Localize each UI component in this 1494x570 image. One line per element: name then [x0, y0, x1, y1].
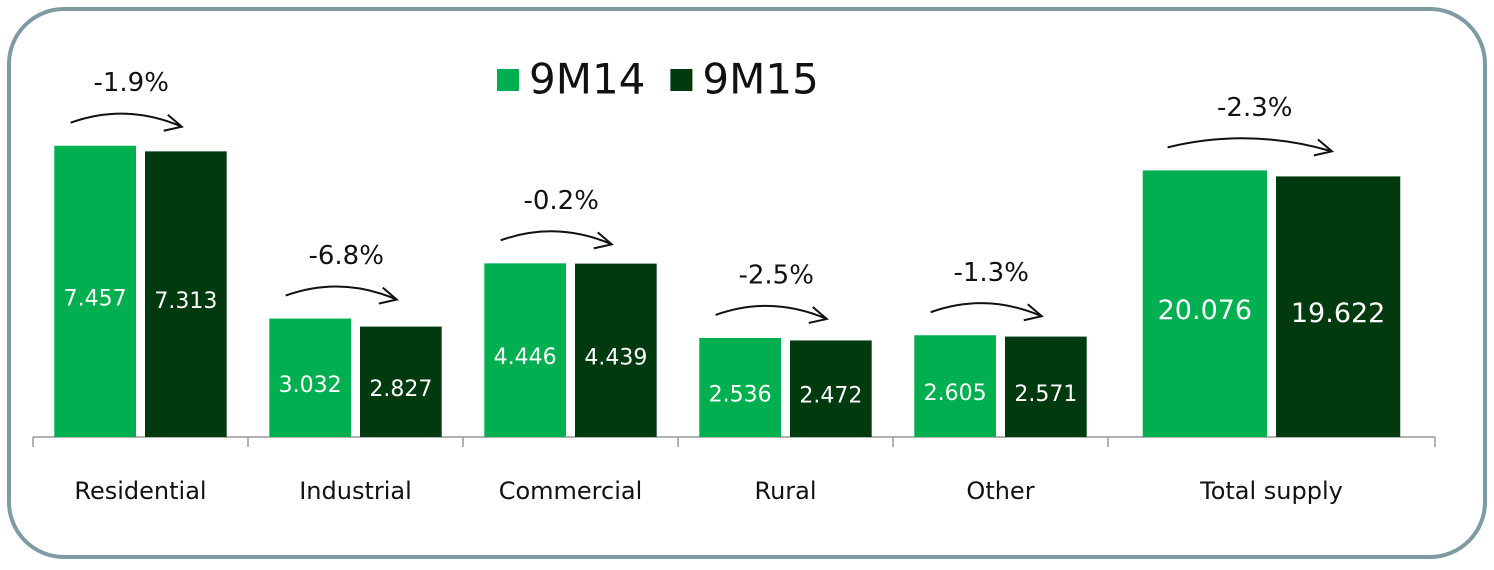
- change-arrowhead: [808, 306, 829, 324]
- change-label: -1.9%: [93, 68, 168, 98]
- change-arrowhead: [1313, 138, 1335, 157]
- bar: [790, 340, 872, 437]
- value-label: 4.439: [584, 345, 647, 370]
- change-label: -2.5%: [738, 260, 813, 290]
- value-label: 3.032: [279, 373, 342, 398]
- bar: [145, 151, 227, 437]
- bar: [699, 337, 781, 437]
- x-tick-label: Rural: [754, 477, 816, 505]
- bar: [914, 335, 996, 437]
- legend-swatch: [670, 69, 693, 91]
- value-label: 2.472: [799, 384, 862, 409]
- bar: [54, 145, 136, 438]
- change-arrow: [500, 230, 613, 246]
- change-label: -6.8%: [308, 241, 383, 271]
- bar: [360, 326, 442, 437]
- value-label: 2.605: [924, 381, 987, 406]
- x-tick-label: Industrial: [299, 477, 412, 505]
- change-arrow: [285, 285, 398, 301]
- value-label: 20.076: [1158, 295, 1252, 326]
- change-arrow: [930, 302, 1043, 318]
- value-label: 4.446: [494, 345, 557, 370]
- bar: [1005, 336, 1087, 437]
- bar: [575, 263, 657, 437]
- change-label: -1.3%: [953, 258, 1028, 288]
- change-arrowhead: [378, 286, 399, 305]
- value-label: 2.827: [369, 377, 432, 402]
- x-tick-label: Residential: [74, 477, 206, 505]
- change-arrow: [1167, 137, 1333, 153]
- change-arrow: [70, 112, 183, 128]
- legend: 9M14 9M15: [497, 55, 819, 104]
- value-label: 7.313: [154, 289, 217, 314]
- x-tick-label: Total supply: [1199, 477, 1343, 505]
- change-arrowhead: [163, 113, 184, 132]
- x-tick-label: Other: [966, 477, 1034, 505]
- legend-label: 9M15: [702, 55, 818, 104]
- value-label: 7.457: [64, 286, 127, 311]
- change-arrow: [715, 304, 828, 320]
- change-arrowhead: [1023, 303, 1044, 322]
- x-tick-label: Commercial: [499, 477, 643, 505]
- bar: [484, 263, 566, 437]
- bar: [1142, 170, 1267, 437]
- value-label: 2.536: [709, 382, 772, 407]
- change-label: -0.2%: [523, 186, 598, 216]
- bar: [269, 318, 351, 437]
- value-label: 19.622: [1291, 298, 1385, 329]
- change-arrowhead: [593, 231, 614, 250]
- legend-label: 9M14: [529, 55, 645, 104]
- legend-swatch: [497, 69, 519, 91]
- value-label: 2.571: [1014, 382, 1077, 407]
- bar: [1276, 176, 1401, 437]
- change-label: -2.3%: [1217, 93, 1292, 123]
